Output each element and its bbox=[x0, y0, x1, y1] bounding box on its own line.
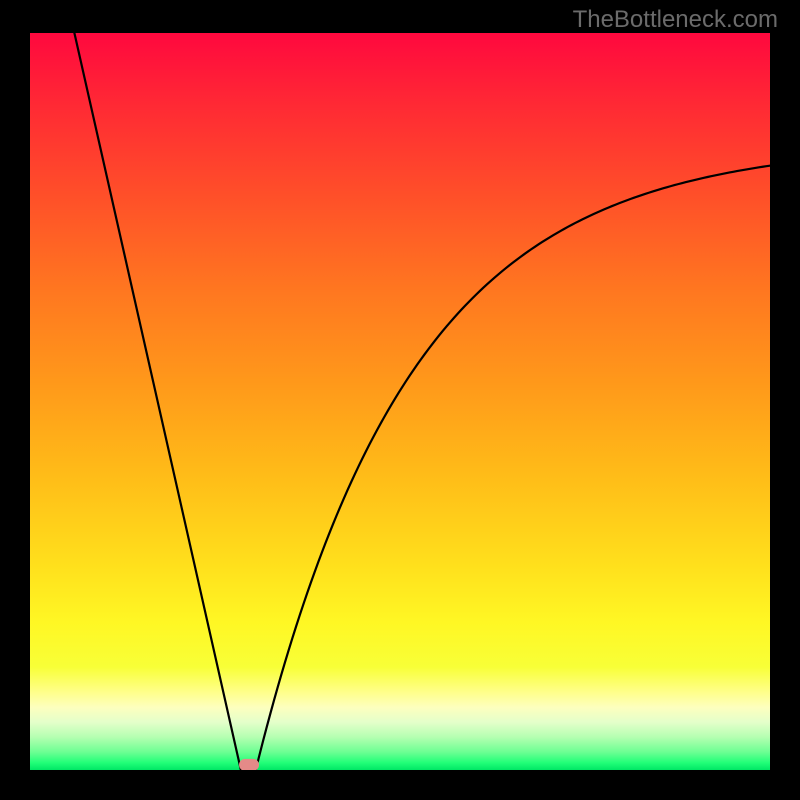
plot-svg bbox=[30, 33, 770, 770]
plot-background bbox=[30, 33, 770, 770]
canvas-root: TheBottleneck.com bbox=[0, 0, 800, 800]
optimum-marker bbox=[239, 759, 259, 770]
plot-area bbox=[30, 33, 770, 770]
watermark-text: TheBottleneck.com bbox=[573, 6, 778, 34]
